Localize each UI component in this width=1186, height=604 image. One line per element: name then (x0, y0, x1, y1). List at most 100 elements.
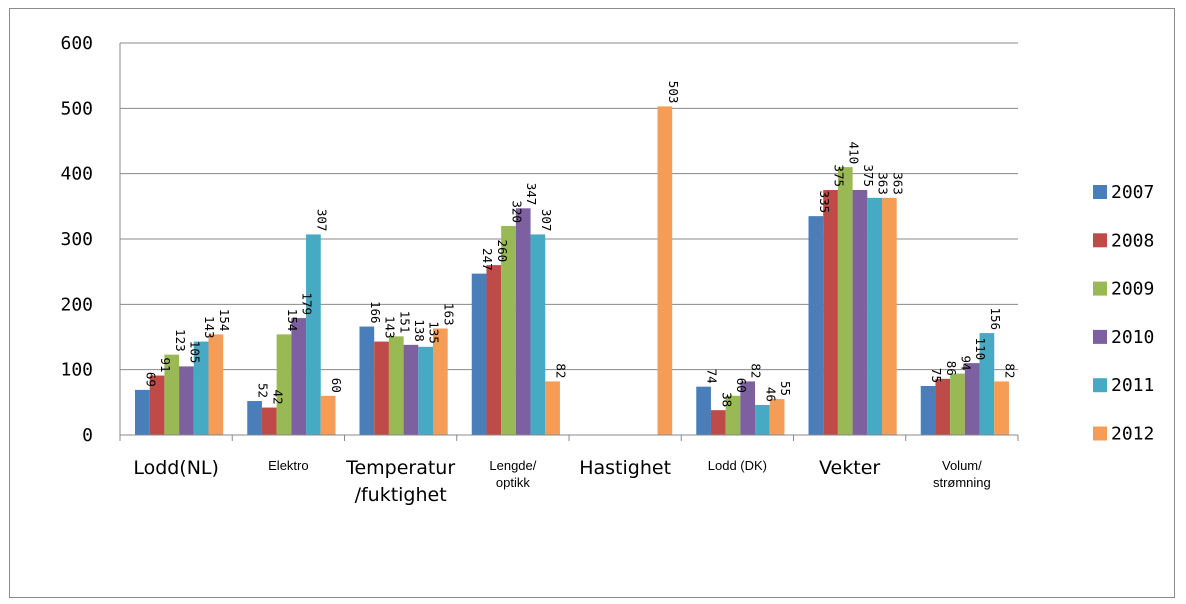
data-label: 320 (510, 200, 525, 223)
category-label: Volum/ (942, 458, 982, 473)
bar-2010 (964, 363, 980, 435)
axes: 0 100 200 300 400 500 600 Lodd(NL) Elektro Temper… (60, 33, 1019, 506)
bar-2009 (950, 373, 965, 435)
legend: 2007 2008 2009 2010 2011 2012 (1093, 182, 1154, 445)
data-label: 163 (441, 303, 456, 326)
y-tick-label: 200 (60, 294, 93, 315)
bar-2011 (418, 346, 433, 435)
bar-2012 (545, 381, 560, 435)
bar-2008 (374, 341, 389, 435)
y-tick-label: 100 (60, 360, 93, 381)
data-label: 307 (539, 209, 554, 232)
data-label: 38 (719, 392, 734, 407)
category-label: Lodd (DK) (708, 458, 767, 473)
data-label: 503 (666, 81, 681, 104)
legend-swatch-2011 (1093, 378, 1107, 393)
category-label: Lodd(NL) (133, 457, 219, 479)
data-label: 75 (929, 368, 944, 383)
data-label: 335 (817, 191, 832, 214)
data-label: 82 (554, 363, 569, 378)
data-label: 375 (832, 164, 847, 187)
bar-2012 (657, 106, 673, 435)
bar-2008 (149, 375, 165, 435)
data-label: 138 (412, 319, 427, 342)
bar-2009 (837, 167, 853, 435)
bars (135, 106, 1009, 435)
bar-2010 (179, 366, 194, 435)
bar-2011 (867, 197, 882, 435)
y-tick-label: 0 (82, 425, 93, 446)
data-label: 69 (143, 372, 158, 387)
bar-2008 (710, 410, 726, 435)
legend-label: 2009 (1111, 279, 1154, 300)
data-label: 154 (217, 309, 232, 332)
data-label: 375 (861, 164, 876, 187)
y-tick-label: 300 (60, 229, 93, 250)
category-label: Hastighet (579, 457, 671, 479)
legend-swatch-2007 (1093, 185, 1107, 199)
category-label: optikk (496, 475, 530, 490)
data-label: 143 (202, 316, 217, 339)
data-label: 363 (876, 172, 891, 195)
bar-2011 (193, 341, 209, 435)
bar-2011 (755, 404, 770, 435)
legend-swatch-2008 (1093, 233, 1107, 248)
bar-2010 (515, 208, 531, 435)
data-label: 154 (285, 309, 300, 332)
legend-label: 2008 (1111, 230, 1154, 251)
category-label: strømning (933, 475, 991, 490)
data-label: 105 (187, 341, 202, 364)
data-label: 135 (427, 321, 442, 344)
bar-2012 (994, 381, 1009, 435)
data-label: 94 (959, 356, 974, 371)
data-label: 55 (778, 381, 793, 396)
bar-2009 (388, 336, 404, 435)
bar-2007 (471, 273, 487, 435)
data-label: 347 (524, 183, 539, 206)
y-tick-label: 500 (60, 98, 93, 119)
bar-2012 (769, 399, 785, 435)
data-label: 42 (270, 389, 285, 404)
data-label: 110 (973, 338, 988, 361)
data-label: 46 (763, 387, 778, 402)
category-label: Lengde/ (489, 458, 536, 473)
bar-2009 (164, 354, 180, 435)
data-labels: 69 52 166 247 74 335 75 91 42 143 260 38 375 86 123 154… (143, 81, 1017, 407)
data-label: 91 (158, 357, 173, 372)
bar-2007 (808, 216, 824, 435)
bar-2010 (740, 381, 756, 435)
bar-2012 (433, 328, 448, 435)
bar-2011 (979, 333, 995, 435)
data-label: 60 (329, 378, 344, 393)
category-label: /fuktighet (355, 484, 447, 506)
data-label: 143 (383, 316, 398, 339)
bar-2007 (247, 401, 262, 435)
data-label: 156 (988, 308, 1003, 331)
bar-2007 (359, 326, 375, 435)
bar-2009 (276, 334, 292, 435)
legend-label: 2012 (1111, 424, 1154, 445)
data-label: 86 (944, 361, 959, 376)
legend-label: 2010 (1111, 327, 1154, 348)
data-label: 247 (480, 248, 495, 271)
bar-2011 (306, 234, 321, 435)
data-label: 60 (734, 378, 749, 393)
bar-2008 (823, 190, 838, 435)
data-label: 82 (1003, 363, 1018, 378)
data-label: 363 (890, 172, 905, 195)
legend-label: 2007 (1111, 182, 1154, 203)
legend-label: 2011 (1111, 375, 1154, 396)
bar-2007 (135, 389, 150, 435)
bar-2010 (291, 318, 307, 435)
bar-2008 (935, 378, 951, 435)
data-label: 166 (368, 301, 383, 324)
data-label: 74 (705, 369, 720, 384)
y-tick-label: 600 (60, 33, 93, 54)
bar-2007 (696, 386, 711, 435)
data-label: 52 (256, 383, 271, 398)
bar-2009 (725, 395, 741, 435)
bar-2008 (486, 265, 502, 435)
category-label: Vekter (819, 457, 880, 479)
data-label: 151 (397, 311, 412, 334)
